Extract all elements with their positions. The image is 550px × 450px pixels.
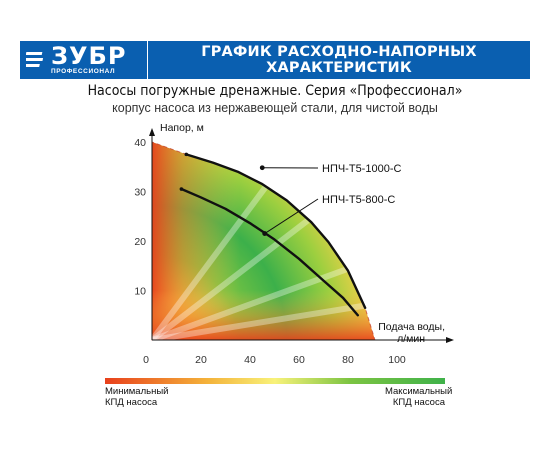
series-line-1 [180, 187, 359, 317]
x-axis-label-line1: Подача воды, [378, 321, 445, 333]
chart-title: Насосы погружные дренажные. Серия «Профе… [87, 83, 463, 99]
min-efficiency-line2: КПД насоса [105, 397, 158, 408]
brand-stripes-icon [26, 52, 44, 67]
series-label-0: НПЧ-Т5-1000-С [322, 163, 401, 175]
series-label-1: НПЧ-Т5-800-С [322, 194, 395, 206]
series-lines: НПЧ-Т5-1000-С НПЧ-Т5-800-С [179, 152, 401, 317]
y-tick-label: 20 [134, 236, 146, 248]
efficiency-scale-bar [105, 378, 445, 384]
brand-name: ЗУБР [51, 42, 127, 71]
y-tick-label: 10 [134, 286, 146, 298]
y-axis-arrow-icon [149, 128, 155, 136]
x-tick-label: 60 [293, 354, 305, 366]
x-tick-label: 80 [342, 354, 354, 366]
min-efficiency-line1: Минимальный [105, 386, 169, 397]
efficiency-region [152, 142, 375, 340]
series-point-start-0 [184, 152, 189, 157]
guide-line-3 [152, 297, 375, 340]
page-title: ГРАФИК РАСХОДНО-НАПОРНЫХ ХАРАКТЕРИСТИК [201, 44, 477, 76]
x-tick-label: 100 [388, 354, 406, 366]
series-point-start-1 [179, 187, 184, 191]
series-line-0 [185, 153, 367, 310]
chart-subtitle: корпус насоса из нержавеющей стали, для … [112, 101, 438, 115]
y-tick-label: 40 [134, 137, 146, 149]
x-tick-label: 20 [195, 354, 207, 366]
x-tick-label: 40 [244, 354, 256, 366]
x-axis-arrow-icon [446, 337, 454, 343]
brand-logo: ЗУБР ПРОФЕССИОНАЛ [20, 41, 148, 79]
max-efficiency-line1: Максимальный [385, 386, 453, 397]
axes [149, 128, 454, 343]
y-tick-label: 30 [134, 187, 146, 199]
max-efficiency-label: Максимальный КПД насоса [385, 386, 453, 408]
tick-labels: 0 20 40 60 80 100 10 20 30 40 [134, 137, 406, 366]
min-efficiency-label: Минимальный КПД насоса [105, 386, 168, 408]
leader-line-1 [264, 198, 319, 234]
header-banner: ЗУБР ПРОФЕССИОНАЛ ГРАФИК РАСХОДНО-НАПОРН… [20, 41, 530, 79]
leader-dot-1 [262, 231, 268, 236]
brand-subtitle: ПРОФЕССИОНАЛ [51, 68, 116, 76]
y-axis-label: Напор, м [160, 122, 204, 134]
x-tick-label: 0 [143, 354, 149, 366]
max-efficiency-line2: КПД насоса [392, 397, 445, 408]
x-axis-label-line2: л/мин [397, 333, 425, 345]
leader-dot-0 [259, 165, 265, 171]
